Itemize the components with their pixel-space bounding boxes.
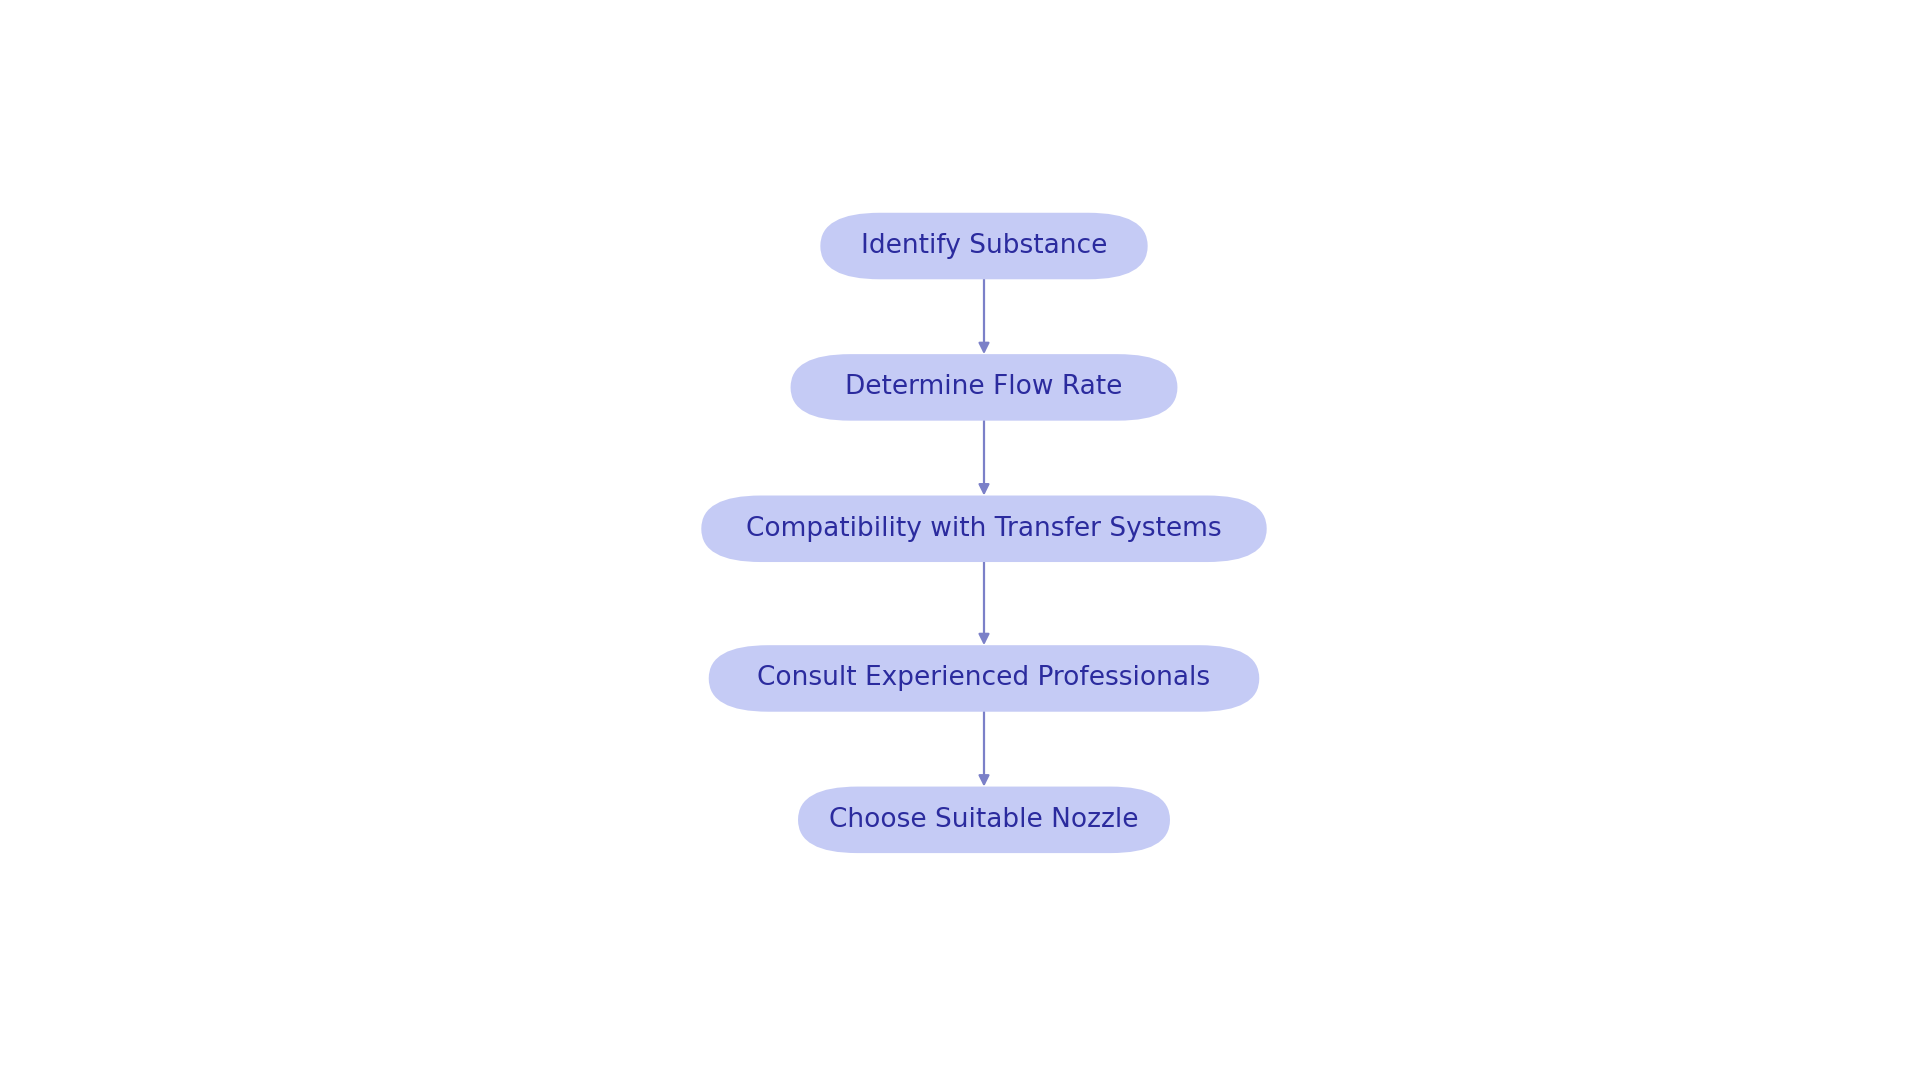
Text: Consult Experienced Professionals: Consult Experienced Professionals <box>756 665 1212 691</box>
FancyBboxPatch shape <box>701 496 1267 562</box>
Text: Compatibility with Transfer Systems: Compatibility with Transfer Systems <box>747 516 1221 542</box>
FancyBboxPatch shape <box>820 213 1148 280</box>
Text: Identify Substance: Identify Substance <box>860 233 1108 259</box>
FancyBboxPatch shape <box>708 645 1260 712</box>
Text: Determine Flow Rate: Determine Flow Rate <box>845 375 1123 401</box>
FancyBboxPatch shape <box>799 786 1169 853</box>
FancyBboxPatch shape <box>791 354 1177 421</box>
Text: Choose Suitable Nozzle: Choose Suitable Nozzle <box>829 807 1139 833</box>
